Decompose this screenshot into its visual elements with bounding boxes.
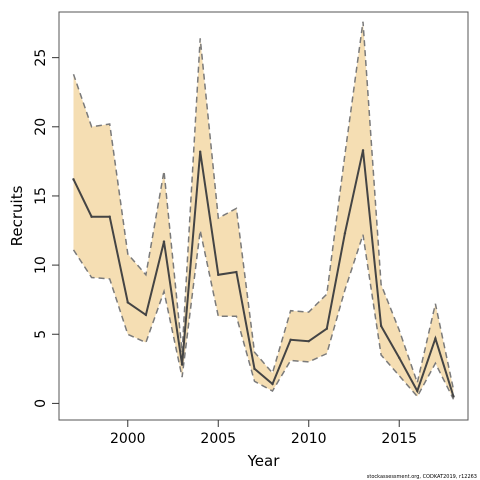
data-point-2017 <box>434 337 437 340</box>
data-point-2007 <box>253 367 256 371</box>
data-point-2010 <box>307 339 310 343</box>
data-point-2013 <box>361 149 365 152</box>
data-point-2011 <box>325 327 329 330</box>
data-point-2002 <box>162 240 166 243</box>
recruits-line <box>72 150 455 397</box>
data-point-2003 <box>180 363 184 366</box>
x-axis-title: Year <box>247 452 281 470</box>
y-tick-label-5: 5 <box>33 330 49 339</box>
y-tick-label-15: 15 <box>33 187 49 205</box>
data-point-2012 <box>343 232 347 235</box>
y-tick-label-10: 10 <box>33 256 49 274</box>
lower-bound-line <box>72 230 455 400</box>
data-point-1998 <box>90 215 93 218</box>
data-point-2014 <box>379 324 383 328</box>
x-tick-label-2000: 2000 <box>110 431 146 447</box>
credit-text: stockassessment.org, CODKAT2019, r12263 <box>367 474 477 480</box>
y-axis: 0 5 10 15 20 25 <box>33 49 59 408</box>
data-point-2006 <box>235 270 238 274</box>
data-point-2000 <box>126 301 129 304</box>
data-point-1999 <box>108 215 111 218</box>
data-point-1997 <box>72 178 75 181</box>
data-point-2005 <box>217 273 220 276</box>
data-point-2009 <box>289 338 292 341</box>
data-point-2008 <box>271 382 274 386</box>
x-tick-label-2010: 2010 <box>291 431 327 447</box>
y-tick-label-20: 20 <box>33 118 49 136</box>
data-point-2015 <box>398 356 401 359</box>
data-point-2004 <box>198 150 202 153</box>
x-axis: 2000 2005 2010 2015 <box>110 420 417 447</box>
confidence-band <box>73 21 454 400</box>
data-points <box>72 149 455 398</box>
x-tick-label-2015: 2015 <box>381 431 417 447</box>
x-tick-label-2005: 2005 <box>200 431 236 447</box>
data-point-2018 <box>452 395 455 398</box>
y-tick-label-25: 25 <box>33 49 49 67</box>
y-axis-title: Recruits <box>8 185 26 246</box>
y-tick-label-0: 0 <box>33 399 49 408</box>
data-point-2016 <box>416 389 419 393</box>
data-point-2001 <box>144 313 148 317</box>
upper-bound-line <box>72 21 455 390</box>
plot-frame <box>58 11 469 421</box>
